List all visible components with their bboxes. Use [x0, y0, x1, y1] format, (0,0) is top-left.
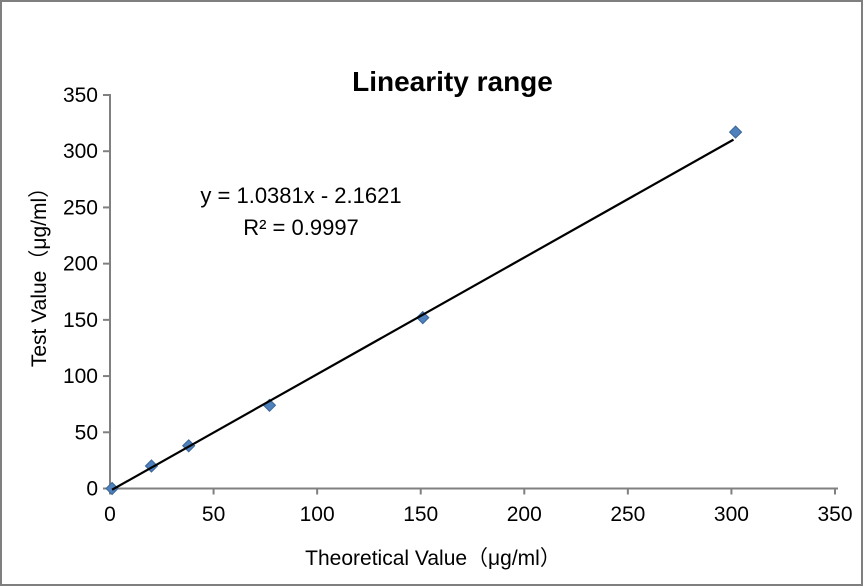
y-tick-label: 250: [63, 196, 98, 219]
trendline-annotation: y = 1.0381x - 2.1621 R² = 0.9997: [200, 180, 401, 244]
data-point-marker: [105, 481, 119, 496]
x-axis-title: Theoretical Value（μg/ml）: [305, 547, 561, 570]
y-tick-label: 0: [86, 478, 98, 501]
x-tick-label: 300: [714, 503, 749, 526]
y-tick-label: 100: [63, 365, 98, 388]
x-tick-label: 150: [403, 503, 438, 526]
y-tick-label: 200: [63, 253, 98, 276]
y-tick-label: 300: [63, 140, 98, 163]
x-tick-label: 0: [104, 503, 116, 526]
data-point-marker: [728, 125, 743, 139]
chart-title: Linearity range: [352, 66, 553, 97]
x-tick-label: 50: [202, 503, 225, 526]
x-tick-label: 100: [300, 503, 335, 526]
x-tick-label: 350: [817, 503, 852, 526]
x-tick-label: 250: [610, 503, 645, 526]
y-tick-label: 50: [75, 421, 98, 444]
trendline-equation: y = 1.0381x - 2.1621: [200, 183, 402, 208]
trendline: [111, 138, 735, 491]
y-tick-label: 350: [63, 84, 98, 107]
y-tick-label: 150: [63, 309, 98, 332]
data-point-marker: [416, 310, 430, 325]
x-tick-label: 200: [507, 503, 542, 526]
r-squared-value: R² = 0.9997: [243, 215, 359, 240]
